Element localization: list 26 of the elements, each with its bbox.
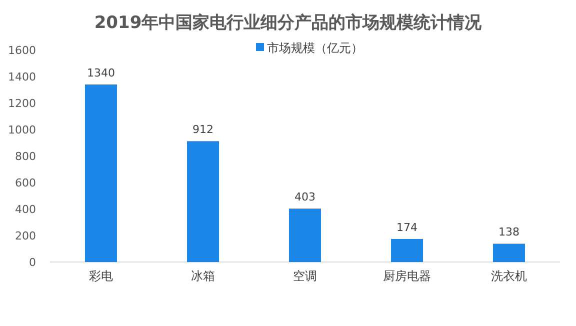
chart-title: 2019年中国家电行业细分产品的市场规模统计情况 (94, 13, 483, 33)
data-label: 912 (192, 123, 214, 136)
y-tick-label: 1400 (8, 70, 36, 84)
data-label: 174 (396, 220, 418, 234)
bar (391, 238, 423, 262)
y-tick-label: 1000 (8, 124, 36, 136)
bar (493, 244, 525, 262)
y-tick-label: 1600 (8, 44, 36, 57)
y-tick-label: 600 (15, 176, 36, 190)
x-tick-label: 冰箱 (191, 269, 215, 283)
bar (85, 84, 117, 262)
data-label: 403 (294, 190, 316, 204)
y-tick-label: 400 (15, 203, 36, 216)
x-tick-label: 洗衣机 (491, 269, 527, 283)
x-tick-label: 彩电 (89, 269, 113, 283)
data-label: 138 (498, 226, 520, 239)
bar (187, 141, 219, 262)
x-tick-label: 厨房电器 (383, 269, 431, 283)
y-tick-label: 0 (29, 256, 36, 269)
legend-label: 市场规模（亿元） (267, 41, 363, 55)
data-label: 1340 (87, 66, 115, 80)
y-tick-label: 800 (15, 150, 36, 163)
y-tick-label: 1200 (8, 97, 36, 110)
y-tick-label: 200 (15, 230, 36, 242)
bar (289, 208, 321, 262)
x-tick-label: 空调 (293, 269, 317, 283)
